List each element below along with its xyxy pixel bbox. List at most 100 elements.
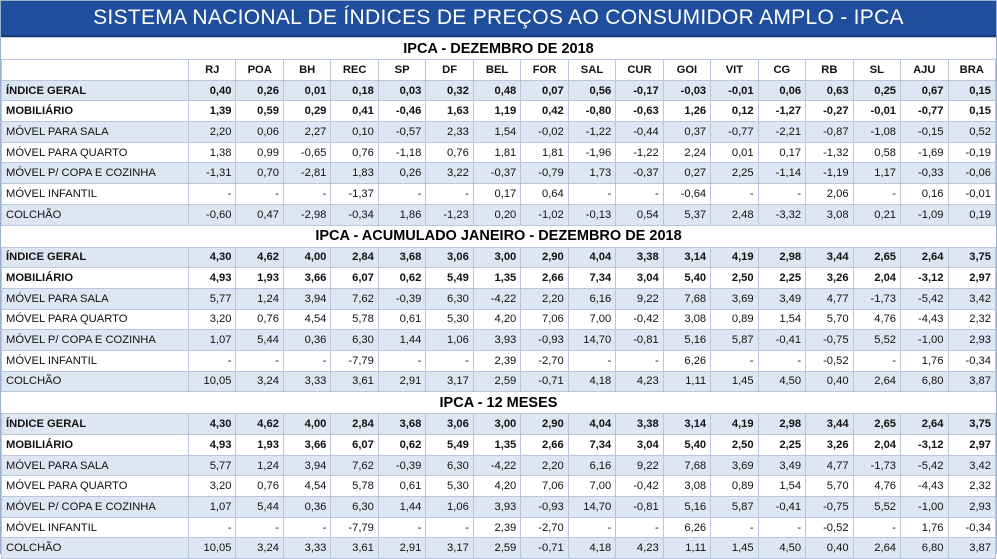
table-cell: 4,23 [615,537,664,559]
table-cell: - [615,516,664,539]
table-cell: 6,16 [567,454,617,477]
table-cell: 3,69 [710,454,759,477]
table-cell: -0,79 [520,162,569,185]
table-cell: 4,30 [187,413,237,435]
table-cell: 5,30 [425,308,474,331]
section-title: IPCA - ACUMULADO JANEIRO - DEZEMBRO DE 2… [1,224,996,248]
table-cell: 1,07 [187,496,237,518]
table-cell: - [852,349,902,372]
column-header: BRA [947,59,996,81]
table-cell: 0,76 [235,308,284,331]
table-cell: 2,98 [757,413,807,435]
table-cell: 6,30 [330,329,379,351]
table-row: COLCHÃO 10,05 3,24 3,33 3,61 2,91 3,17 2,59 -0,7… [1,370,996,393]
table-cell: 1,19 [472,100,522,123]
row-label: MÓVEL PARA SALA [1,454,189,477]
table-cell: 0,56 [567,79,617,102]
table-row: MÓVEL INFANTIL - - - -7,79- -2,39 -2,70- -6,26-… [1,516,996,539]
row-label: COLCHÃO [1,537,189,559]
table-cell: 0,76 [330,141,379,164]
row-label: MÓVEL PARA SALA [1,121,189,143]
table-cell: 14,70 [567,329,617,351]
table-cell: 2,64 [852,370,902,393]
table-cell: 0,15 [947,100,996,123]
table-cell: 4,54 [282,308,332,331]
table-cell: - [187,183,237,205]
table-cell: 2,04 [852,267,902,289]
table-cell: 0,62 [377,267,427,289]
table-cell: -0,77 [900,100,949,123]
table-cell: 5,44 [235,329,284,351]
table-cell: 5,16 [662,329,712,351]
table-row: MÓVEL PARA SALA 5,77 1,24 3,94 7,62 -0,39 6,30… [1,454,996,477]
table-cell: 2,84 [330,246,379,269]
section-title-row: IPCA - DEZEMBRO DE 2018 [1,37,996,60]
table-cell: 0,64 [520,183,569,205]
table-cell: 0,01 [710,141,759,164]
table-cell: 2,66 [520,434,569,456]
table-cell: 1,44 [377,329,427,351]
table-cell: 3,68 [377,413,427,435]
table-cell: -0,41 [757,496,807,518]
table-cell: 0,37 [662,121,712,143]
table-cell: -5,42 [900,454,949,477]
table-cell: 3,44 [805,413,854,435]
table-cell: -3,12 [900,434,949,456]
table-cell: -0,42 [615,475,664,498]
table-cell: 2,50 [710,434,759,456]
table-cell: 0,07 [520,79,569,102]
table-cell: 2,93 [947,496,996,518]
table-cell: 0,32 [425,79,474,102]
table-cell: -2,98 [282,203,332,226]
table-cell: -0,39 [377,287,427,310]
table-cell: 5,70 [805,475,854,498]
table-cell: 1,44 [377,496,427,518]
table-cell: 4,76 [852,475,902,498]
table-cell: 3,75 [947,413,996,435]
table-cell: 0,27 [662,162,712,185]
table-cell: 3,06 [425,246,474,269]
table-cell: -0,39 [377,454,427,477]
table-cell: 2,06 [805,183,854,205]
row-label: MÓVEL P/ COPA E COZINHA [1,496,189,518]
table-cell: 0,76 [235,475,284,498]
table-cell: 4,93 [187,267,237,289]
table-cell: 3,00 [472,246,522,269]
table-cell: 7,06 [520,475,569,498]
table-cell: 5,30 [425,475,474,498]
table-cell: 0,63 [805,79,854,102]
table-cell: 2,84 [330,413,379,435]
table-cell: 6,80 [900,370,949,393]
row-label: MÓVEL PARA QUARTO [1,141,189,164]
table-cell: 3,61 [330,537,379,559]
column-header: CUR [615,59,664,81]
table-cell: 5,87 [710,329,759,351]
table-cell: 3,33 [282,370,332,393]
table-cell: 3,68 [377,246,427,269]
table-cell: - [187,516,237,539]
table-row: MÓVEL P/ COPA E COZINHA 1,07 5,44 0,36 6,30 1… [1,496,996,518]
table-cell: 2,64 [852,537,902,559]
table-cell: 2,39 [472,516,522,539]
table-cell: -0,34 [947,516,996,539]
table-cell: 2,04 [852,434,902,456]
table-cell: 3,93 [472,329,522,351]
table-cell: -0,65 [282,141,332,164]
table-cell: 0,36 [282,329,332,351]
table-cell: 2,66 [520,267,569,289]
table-cell: - [757,349,807,372]
table-row: MÓVEL INFANTIL - - - -7,79- -2,39 -2,70- -6,26-… [1,349,996,372]
table-cell: 1,73 [567,162,617,185]
table-cell: 1,76 [900,349,949,372]
table-cell: -0,17 [615,79,664,102]
table-cell: 2,91 [377,537,427,559]
table-cell: 6,30 [330,496,379,518]
table-cell: -0,57 [377,121,427,143]
table-cell: - [187,349,237,372]
table-cell: -0,60 [187,203,237,226]
table-cell: 3,42 [947,454,996,477]
table-cell: -1,14 [757,162,807,185]
table-cell: - [852,516,902,539]
table-cell: 0,15 [947,79,996,102]
column-header: RB [805,59,854,81]
